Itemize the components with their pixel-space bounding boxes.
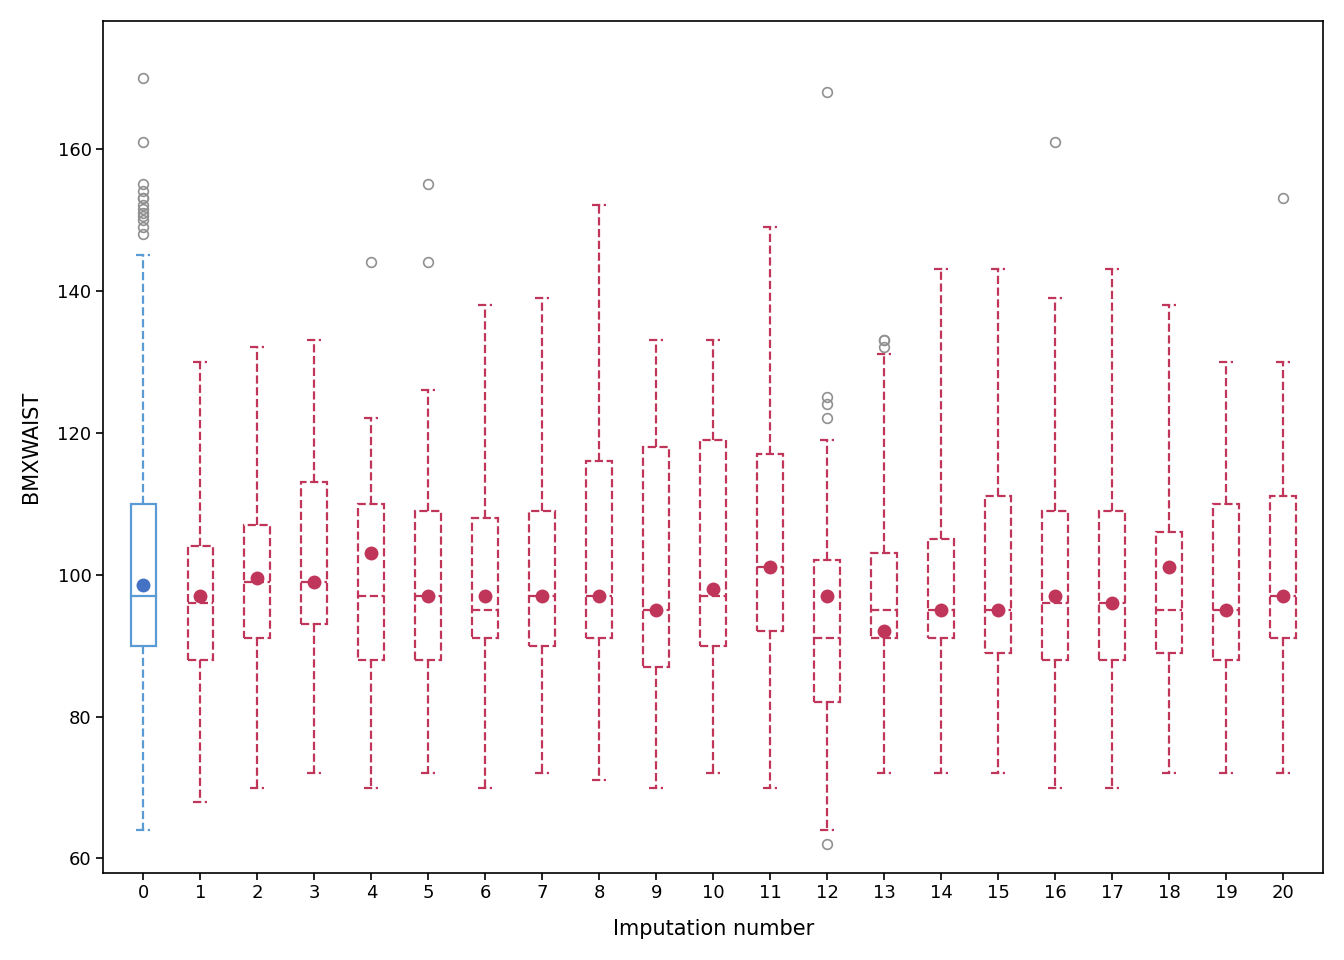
Bar	[814, 561, 840, 703]
Bar	[985, 496, 1011, 653]
Bar	[301, 482, 327, 624]
Bar	[473, 517, 499, 638]
Bar	[1214, 504, 1239, 660]
Bar	[700, 440, 726, 645]
Y-axis label: BMXWAIST: BMXWAIST	[22, 391, 40, 503]
Bar	[1043, 511, 1068, 660]
Bar	[1099, 511, 1125, 660]
Bar	[929, 540, 954, 638]
Bar	[530, 511, 555, 645]
Bar	[871, 553, 896, 638]
Bar	[1156, 532, 1183, 653]
X-axis label: Imputation number: Imputation number	[613, 919, 814, 939]
Bar	[415, 511, 441, 660]
Bar	[1270, 496, 1296, 638]
Bar	[586, 461, 612, 638]
Bar	[359, 504, 384, 660]
Bar	[130, 504, 156, 645]
Bar	[758, 454, 784, 632]
Bar	[644, 446, 669, 667]
Bar	[245, 525, 270, 638]
Bar	[188, 546, 214, 660]
